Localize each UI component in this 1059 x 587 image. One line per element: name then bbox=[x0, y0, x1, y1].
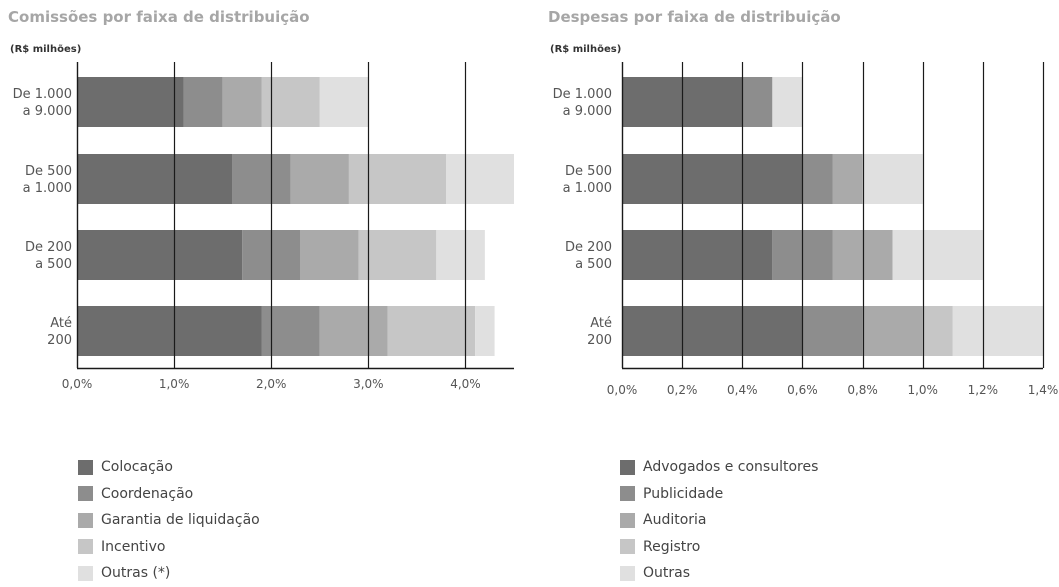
legend-item: Advogados e consultores bbox=[620, 454, 818, 481]
legend-label: Publicidade bbox=[643, 485, 724, 502]
category-label: De 500 a 1.000 bbox=[23, 164, 72, 196]
bar-segment bbox=[358, 230, 437, 280]
category-label: De 1.000 a 9.000 bbox=[553, 87, 612, 119]
category-label: De 200 a 500 bbox=[565, 240, 612, 272]
bar-segment bbox=[261, 77, 320, 127]
legend-label: Auditoria bbox=[643, 512, 707, 529]
legend-item: Garantia de liquidação bbox=[78, 507, 260, 534]
legend-item: Outras (*) bbox=[78, 560, 260, 587]
x-tick-label: 0,6% bbox=[787, 383, 818, 397]
legend-swatch bbox=[620, 486, 635, 502]
x-tick-label: 0,8% bbox=[847, 383, 878, 397]
bar-segment bbox=[300, 230, 359, 280]
legend-swatch bbox=[620, 565, 635, 581]
legend-label: Coordenação bbox=[101, 485, 194, 502]
legend-swatch bbox=[620, 512, 635, 528]
x-tick-label: 1,2% bbox=[968, 383, 999, 397]
bar-segment bbox=[183, 77, 223, 127]
bar-segment bbox=[319, 77, 369, 127]
legend-label: Incentivo bbox=[101, 538, 166, 555]
bar-segment bbox=[77, 230, 243, 280]
legend-despesas: Advogados e consultores Publicidade Audito… bbox=[620, 454, 818, 587]
bar-segment bbox=[319, 306, 388, 356]
bar-segment bbox=[348, 154, 447, 204]
x-tick-label: 0,0% bbox=[607, 383, 638, 397]
category-label: De 500 a 1.000 bbox=[563, 164, 612, 196]
unit-label-despesas: (R$ milhões) bbox=[550, 44, 622, 55]
x-tick-label: 1,4% bbox=[1028, 383, 1059, 397]
bar-segment bbox=[261, 306, 320, 356]
legend-label: Colocação bbox=[101, 459, 173, 476]
bar-segment bbox=[622, 154, 803, 204]
legend-item: Publicidade bbox=[620, 481, 818, 508]
legend-item: Colocação bbox=[78, 454, 260, 481]
chart-title-despesas: Despesas por faixa de distribuição bbox=[548, 8, 841, 26]
charts-canvas: De 1.000 a 9.000 De 500 a 1.000 De 200 a 500 A… bbox=[13, 62, 1059, 397]
legend-swatch bbox=[620, 539, 635, 555]
bar-segment bbox=[832, 154, 863, 204]
x-tick-label: 0,0% bbox=[62, 377, 93, 391]
bar-segment bbox=[862, 154, 923, 204]
bar-segment bbox=[77, 306, 262, 356]
x-tick-label: 1,0% bbox=[907, 383, 938, 397]
legend-swatch bbox=[620, 459, 635, 475]
bar-segment bbox=[475, 306, 495, 356]
legend-item: Auditoria bbox=[620, 507, 818, 534]
legend-swatch bbox=[78, 539, 93, 555]
legend-comissoes: Colocação Coordenação Garantia de liquidaç… bbox=[78, 454, 260, 587]
legend-label: Outras (*) bbox=[101, 565, 171, 582]
chart-title-comissoes: Comissões por faixa de distribuição bbox=[8, 8, 310, 26]
bar-segment bbox=[802, 154, 833, 204]
bar-segment bbox=[892, 230, 983, 280]
legend-swatch bbox=[78, 512, 93, 528]
x-tick-label: 0,2% bbox=[667, 383, 698, 397]
bar-segment bbox=[952, 306, 1043, 356]
legend-swatch bbox=[78, 459, 93, 475]
legend-label: Advogados e consultores bbox=[643, 459, 819, 476]
bar-segment bbox=[802, 306, 863, 356]
bar-segment bbox=[222, 77, 262, 127]
bar-segment bbox=[387, 306, 476, 356]
category-label: De 1.000 a 9.000 bbox=[13, 87, 72, 119]
legend-label: Outras bbox=[643, 565, 691, 582]
unit-label-comissoes: (R$ milhões) bbox=[10, 44, 82, 55]
category-label: Até 200 bbox=[587, 316, 612, 348]
bar-segment bbox=[832, 230, 893, 280]
category-label: De 200 a 500 bbox=[25, 240, 72, 272]
legend-item: Incentivo bbox=[78, 534, 260, 561]
x-tick-label: 0,4% bbox=[727, 383, 758, 397]
legend-label: Registro bbox=[643, 538, 701, 555]
x-tick-label: 1,0% bbox=[159, 377, 190, 391]
category-label: Até 200 bbox=[47, 316, 72, 348]
bar-segment bbox=[742, 77, 773, 127]
legend-item: Registro bbox=[620, 534, 818, 561]
bar-segment bbox=[446, 154, 514, 204]
x-tick-label: 3,0% bbox=[353, 377, 384, 391]
legend-swatch bbox=[78, 565, 93, 581]
bar-segment bbox=[922, 306, 953, 356]
bar-segment bbox=[77, 154, 233, 204]
legend-item: Outras bbox=[620, 560, 818, 587]
x-tick-label: 4,0% bbox=[450, 377, 481, 391]
bar-segment bbox=[77, 77, 184, 127]
bar-segment bbox=[290, 154, 349, 204]
legend-swatch bbox=[78, 486, 93, 502]
bar-segment bbox=[436, 230, 485, 280]
bar-segment bbox=[772, 77, 803, 127]
legend-item: Coordenação bbox=[78, 481, 260, 508]
bar-segment bbox=[622, 230, 773, 280]
x-tick-label: 2,0% bbox=[256, 377, 287, 391]
bar-segment bbox=[862, 306, 923, 356]
bar-segment bbox=[232, 154, 291, 204]
bar-segment bbox=[622, 306, 803, 356]
legend-label: Garantia de liquidação bbox=[101, 512, 260, 529]
